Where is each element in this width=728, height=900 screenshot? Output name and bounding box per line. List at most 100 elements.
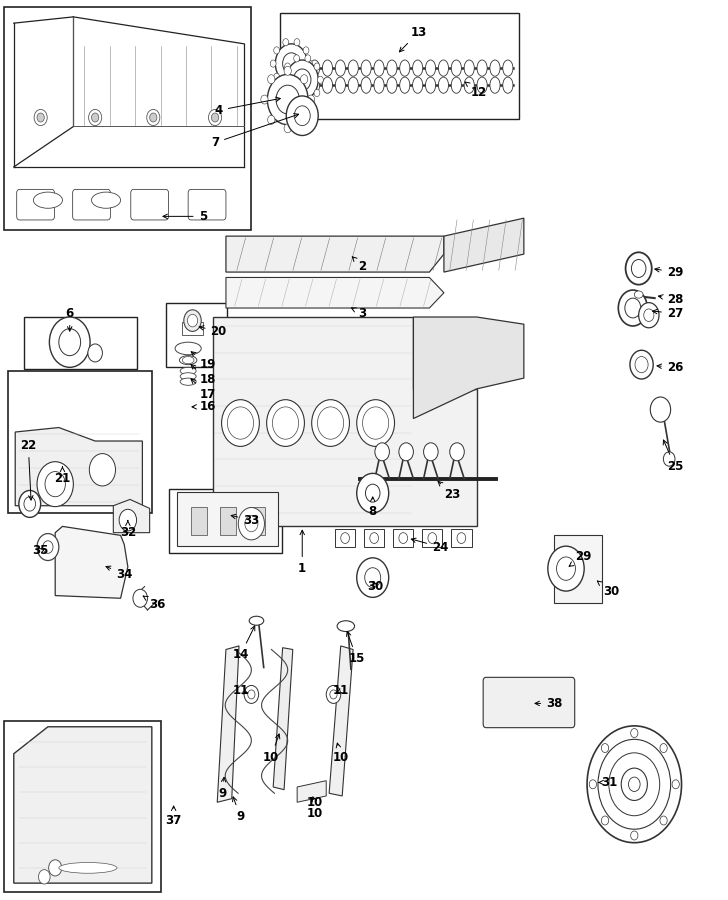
Ellipse shape: [451, 77, 462, 94]
Circle shape: [286, 60, 318, 100]
Text: 2: 2: [352, 256, 367, 274]
Text: 15: 15: [347, 632, 365, 665]
Circle shape: [314, 89, 320, 96]
Circle shape: [660, 743, 668, 752]
Ellipse shape: [413, 60, 423, 76]
Circle shape: [89, 110, 102, 126]
Circle shape: [285, 89, 290, 96]
Circle shape: [317, 407, 344, 439]
Circle shape: [306, 60, 312, 68]
Ellipse shape: [634, 291, 643, 298]
Circle shape: [294, 81, 300, 88]
Ellipse shape: [323, 60, 333, 76]
Ellipse shape: [503, 60, 513, 76]
Polygon shape: [444, 218, 524, 272]
Circle shape: [50, 317, 90, 367]
Ellipse shape: [180, 373, 196, 380]
Polygon shape: [226, 236, 444, 272]
Bar: [555, 536, 601, 603]
Circle shape: [303, 73, 309, 80]
Circle shape: [587, 726, 681, 842]
Circle shape: [270, 60, 276, 68]
Circle shape: [598, 740, 670, 829]
Text: 12: 12: [465, 82, 487, 99]
Circle shape: [628, 777, 640, 791]
Circle shape: [630, 831, 638, 840]
Circle shape: [357, 400, 395, 446]
Circle shape: [248, 690, 255, 699]
Circle shape: [317, 76, 323, 84]
Polygon shape: [226, 277, 444, 308]
Ellipse shape: [180, 378, 196, 385]
Circle shape: [268, 75, 275, 84]
Circle shape: [274, 73, 280, 80]
Circle shape: [621, 768, 647, 800]
Text: 14: 14: [232, 626, 255, 662]
Circle shape: [399, 533, 408, 544]
Polygon shape: [15, 428, 143, 506]
Text: 30: 30: [367, 580, 383, 593]
Text: 34: 34: [106, 566, 132, 580]
Text: 13: 13: [400, 25, 427, 52]
Bar: [280, 14, 519, 120]
Bar: [4, 722, 161, 892]
Circle shape: [365, 484, 380, 502]
Ellipse shape: [179, 356, 197, 364]
Circle shape: [284, 67, 291, 76]
Polygon shape: [414, 317, 524, 418]
Ellipse shape: [92, 192, 121, 208]
Circle shape: [644, 309, 654, 321]
Circle shape: [90, 454, 116, 486]
Circle shape: [589, 779, 596, 788]
Text: 29: 29: [654, 266, 683, 279]
Text: 17: 17: [191, 379, 216, 400]
Circle shape: [272, 407, 298, 439]
Ellipse shape: [425, 77, 435, 94]
Circle shape: [631, 259, 646, 277]
Circle shape: [39, 869, 50, 884]
Ellipse shape: [33, 192, 63, 208]
Text: 24: 24: [411, 538, 448, 554]
Text: 10: 10: [333, 743, 349, 764]
Circle shape: [286, 96, 318, 136]
Circle shape: [133, 590, 148, 608]
Circle shape: [601, 816, 609, 825]
Circle shape: [245, 516, 258, 532]
Circle shape: [399, 443, 414, 461]
Circle shape: [363, 407, 389, 439]
Ellipse shape: [309, 60, 320, 76]
Circle shape: [261, 95, 268, 104]
Ellipse shape: [387, 77, 397, 94]
Circle shape: [88, 344, 103, 362]
Ellipse shape: [348, 77, 358, 94]
Circle shape: [227, 407, 253, 439]
Text: 10: 10: [306, 807, 323, 821]
Circle shape: [375, 443, 389, 461]
Polygon shape: [14, 727, 152, 883]
Ellipse shape: [180, 367, 196, 374]
Polygon shape: [176, 492, 278, 546]
Ellipse shape: [490, 77, 500, 94]
Circle shape: [282, 81, 288, 88]
Text: 7: 7: [211, 113, 298, 149]
Circle shape: [424, 443, 438, 461]
Circle shape: [37, 534, 59, 561]
Ellipse shape: [400, 60, 410, 76]
Circle shape: [24, 497, 36, 511]
Polygon shape: [55, 526, 128, 598]
Circle shape: [183, 310, 201, 331]
Text: 18: 18: [191, 364, 216, 386]
Circle shape: [650, 397, 670, 422]
Ellipse shape: [249, 616, 264, 625]
Circle shape: [428, 533, 437, 544]
Text: 27: 27: [653, 307, 683, 320]
Circle shape: [307, 95, 314, 104]
Circle shape: [147, 110, 160, 126]
Ellipse shape: [490, 60, 500, 76]
Ellipse shape: [438, 77, 448, 94]
Circle shape: [208, 110, 221, 126]
Text: 31: 31: [598, 776, 618, 789]
Circle shape: [43, 541, 53, 554]
Circle shape: [281, 76, 287, 84]
Circle shape: [548, 546, 584, 591]
